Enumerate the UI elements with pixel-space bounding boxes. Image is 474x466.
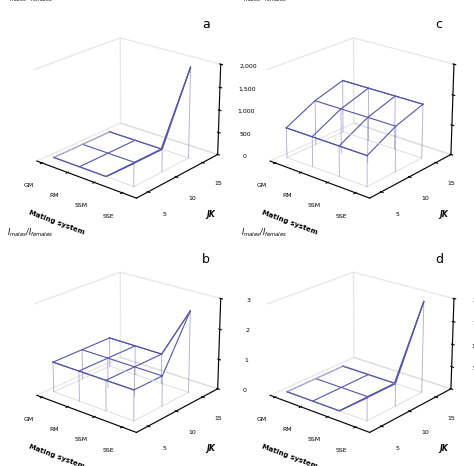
Text: d: d	[436, 253, 444, 266]
Text: $I_{males}$/$I_{females}$: $I_{males}$/$I_{females}$	[241, 226, 287, 239]
X-axis label: Mating system: Mating system	[28, 444, 85, 466]
X-axis label: Mating system: Mating system	[261, 209, 319, 235]
Y-axis label: JK: JK	[206, 210, 215, 219]
Y-axis label: JK: JK	[439, 444, 448, 453]
X-axis label: Mating system: Mating system	[261, 444, 319, 466]
X-axis label: Mating system: Mating system	[28, 209, 85, 235]
Text: $I_{males}$/$I_{females}$: $I_{males}$/$I_{females}$	[8, 0, 54, 4]
Text: $I_{males}$/$I_{females}$: $I_{males}$/$I_{females}$	[8, 226, 54, 239]
Text: a: a	[202, 19, 210, 32]
Y-axis label: JK: JK	[206, 444, 215, 453]
Y-axis label: JK: JK	[439, 210, 448, 219]
Text: $I_{males}$/$I_{females}$: $I_{males}$/$I_{females}$	[241, 0, 287, 4]
Text: b: b	[202, 253, 210, 266]
Text: c: c	[436, 19, 442, 32]
